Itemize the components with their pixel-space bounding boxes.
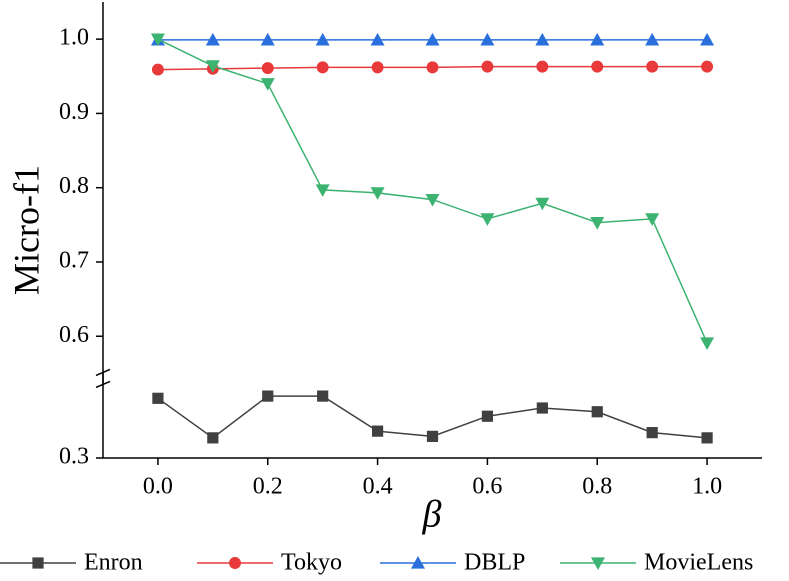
x-tick-label: 0.0 (143, 474, 173, 500)
legend-marker (591, 557, 605, 570)
marker (480, 213, 495, 226)
y-tick-label: 0.7 (59, 247, 89, 273)
legend-label: MovieLens (644, 550, 753, 576)
marker (645, 213, 660, 226)
x-tick-label: 0.4 (363, 474, 393, 500)
y-tick-label: 0.9 (59, 99, 89, 125)
marker (150, 33, 165, 47)
marker (260, 32, 275, 46)
marker (317, 390, 329, 402)
y-tick-label: 0.6 (59, 322, 89, 348)
legend-label: Enron (84, 550, 143, 576)
legend-marker (229, 557, 241, 569)
marker (425, 193, 440, 207)
x-tick-label: 0.2 (253, 474, 283, 500)
y-tick-label: 0.3 (59, 444, 89, 470)
marker (262, 390, 274, 402)
x-axis-label: β (422, 494, 442, 536)
marker (700, 32, 715, 46)
marker (151, 63, 164, 76)
marker (315, 32, 330, 46)
marker (590, 32, 605, 46)
marker (591, 406, 603, 418)
marker (261, 62, 274, 75)
legend-marker (32, 557, 44, 569)
marker (205, 32, 220, 46)
marker (152, 392, 164, 404)
marker (207, 432, 219, 444)
x-tick-label: 0.8 (582, 474, 612, 500)
marker (590, 217, 605, 230)
marker (425, 32, 440, 46)
marker (536, 60, 549, 73)
legend-label: Tokyo (281, 550, 342, 576)
marker (646, 60, 659, 73)
marker (591, 60, 604, 73)
marker (370, 32, 385, 46)
marker (535, 197, 550, 211)
marker (480, 32, 495, 46)
marker (536, 402, 548, 414)
marker (481, 410, 494, 422)
marker (371, 61, 384, 74)
x-tick-label: 1.0 (692, 474, 722, 500)
marker (700, 337, 715, 350)
marker (316, 61, 329, 74)
marker (481, 60, 494, 73)
y-tick-label: 1.0 (59, 25, 89, 51)
legend-marker (411, 556, 425, 569)
marker (426, 61, 439, 74)
marker (701, 432, 713, 444)
marker (645, 32, 660, 46)
marker (646, 427, 658, 439)
marker (701, 60, 714, 73)
legend-label: DBLP (464, 550, 525, 576)
marker (315, 184, 330, 197)
axis-break (95, 368, 111, 377)
marker (205, 60, 220, 73)
marker (426, 430, 439, 442)
x-tick-label: 0.6 (472, 474, 502, 500)
series-line (157, 38, 708, 344)
marker (370, 187, 385, 200)
marker (535, 32, 550, 46)
marker (371, 425, 384, 437)
marker (260, 78, 275, 91)
y-axis-label: Micro-f1 (6, 165, 46, 295)
y-tick-label: 0.8 (59, 173, 89, 199)
axis-break (95, 380, 111, 389)
